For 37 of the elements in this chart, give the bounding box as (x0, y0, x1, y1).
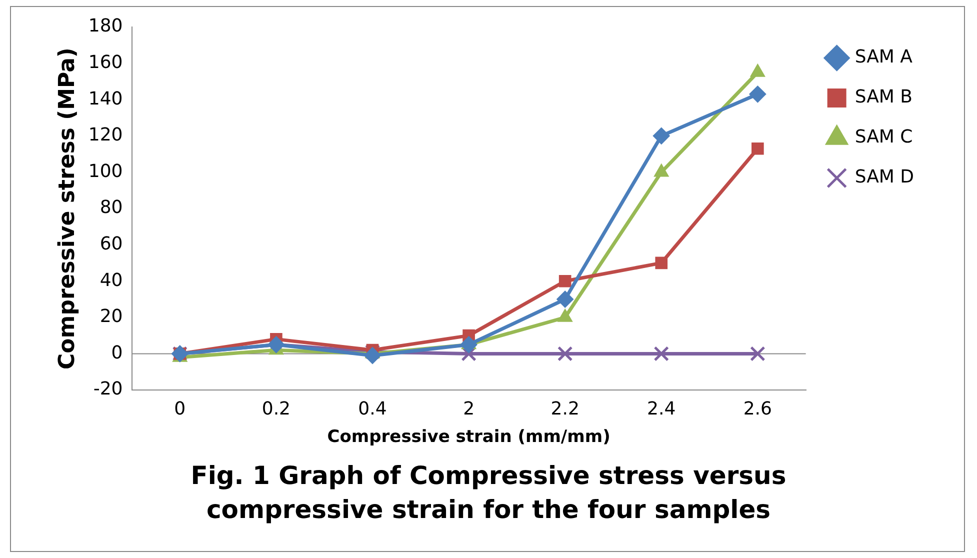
point (558, 274, 572, 288)
point (749, 86, 766, 103)
point (655, 256, 668, 270)
y-tick-label: 180 (88, 16, 123, 37)
y-tick-label: 80 (100, 197, 123, 218)
y-tick-label: 120 (88, 124, 123, 146)
x-tick-label: 2.4 (647, 398, 676, 420)
x-tick-label: 0.2 (262, 398, 291, 420)
x-tick-label: 0 (174, 398, 186, 420)
y-tick-label: -20 (93, 378, 123, 400)
x-tick-label: 2 (463, 398, 475, 420)
point (752, 142, 764, 155)
y-axis-title: Compressive stress (MPa) (54, 48, 80, 370)
point (460, 336, 478, 354)
x-tick-label: 2.2 (550, 398, 580, 420)
y-tick-label: 20 (100, 306, 123, 328)
y-tick-label: 0 (111, 342, 123, 364)
y-tick-label: 40 (100, 270, 123, 291)
legend-label: SAM B (854, 86, 912, 108)
y-tick-label: 100 (88, 160, 123, 182)
point (556, 290, 574, 308)
point (654, 346, 669, 362)
point (461, 346, 476, 362)
x-tick-label: 0.4 (358, 398, 387, 420)
point (652, 127, 670, 144)
y-tick-label: 140 (88, 88, 123, 110)
legend-label: SAM A (854, 46, 914, 68)
point (750, 346, 766, 362)
y-tick-label: 60 (100, 233, 123, 254)
legend-label: SAM C (854, 126, 913, 148)
legend-label: SAM D (854, 166, 914, 188)
x-tick-label: 2.6 (743, 398, 772, 420)
y-tick-label: 160 (88, 52, 123, 73)
x-axis-title: Compressive strain (mm/mm) (327, 427, 610, 448)
text: Fig. 1 Graph of Compressive stress versus compressive strain for the four samples (190, 460, 788, 526)
point (557, 346, 573, 362)
point (364, 347, 381, 364)
